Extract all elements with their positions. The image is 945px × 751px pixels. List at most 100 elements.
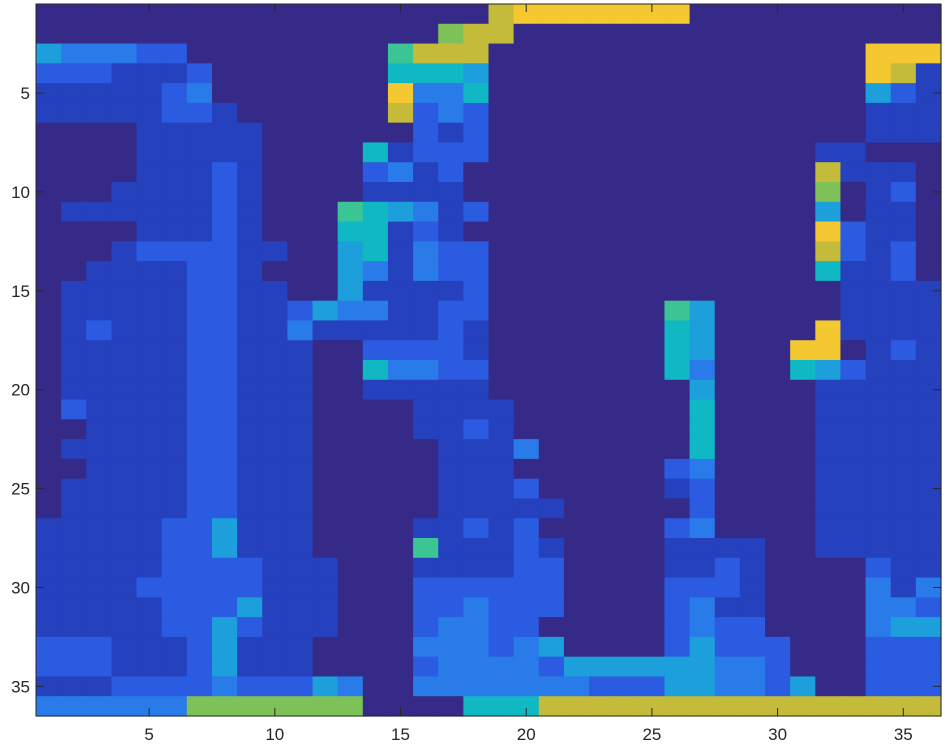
heatmap-cell [438,102,464,124]
heatmap-cell [413,182,439,203]
heatmap-cell [639,656,666,678]
heatmap-cell [739,538,766,559]
heatmap-cell [337,478,364,500]
heatmap-cell [790,577,816,598]
heatmap-cell [262,340,288,361]
heatmap-cell [538,360,565,381]
heatmap-cell [714,399,741,420]
heatmap-cell [614,379,640,401]
heatmap-cell [538,379,565,401]
heatmap-cell [840,439,867,460]
heatmap-cell [438,83,464,104]
heatmap-cell [312,23,339,45]
heatmap-cell [664,261,691,282]
heatmap-cell [689,419,716,440]
heatmap-cell [237,676,263,697]
heatmap-cell [262,23,288,45]
heatmap-cell [86,221,113,242]
heatmap-cell [312,419,339,440]
heatmap-cell [287,656,314,678]
heatmap-cell [438,379,464,401]
heatmap-cell [865,83,892,104]
heatmap-cell [790,23,816,45]
heatmap-cell [463,23,490,45]
heatmap-cell [237,419,263,440]
heatmap-cell [538,102,565,124]
heatmap-cell [86,63,113,84]
heatmap-cell [765,63,791,84]
heatmap-cell [915,23,942,45]
heatmap-cell [689,439,716,460]
heatmap-cell [689,478,716,500]
heatmap-cell [237,201,263,223]
heatmap-cell [136,280,163,302]
heatmap-cell [915,201,942,223]
heatmap-cell [438,478,464,500]
heatmap-cell [815,538,842,559]
heatmap-cell [915,656,942,678]
heatmap-cell [362,241,389,262]
heatmap-cell [262,201,288,223]
heatmap-cell [890,241,917,262]
heatmap-cell [765,83,791,104]
heatmap-cell [689,379,716,401]
heatmap-cell [337,201,364,223]
heatmap-cell [111,182,138,203]
heatmap-cell [714,122,741,144]
heatmap-cell [362,458,389,480]
heatmap-cell [312,261,339,282]
heatmap-cell [865,498,892,519]
heatmap-cell [739,399,766,420]
heatmap-cell [337,102,364,124]
heatmap-cell [438,162,464,183]
heatmap-cell [61,280,87,302]
heatmap-cell [689,142,716,163]
heatmap-cell [186,142,213,163]
heatmap-cell [413,23,439,45]
heatmap-cell [337,122,364,144]
heatmap-cell [790,538,816,559]
heatmap-cell [86,280,113,302]
heatmap-cell [337,63,364,84]
heatmap-cell [463,102,490,124]
heatmap-cell [488,182,515,203]
heatmap-cell [563,241,590,262]
heatmap-cell [890,280,917,302]
heatmap-cell [186,320,213,341]
heatmap-cell [739,261,766,282]
heatmap-cell [287,419,314,440]
heatmap-cell [639,518,666,539]
heatmap-cell [337,597,364,618]
heatmap-cell [237,656,263,678]
heatmap-cell [614,142,640,163]
heatmap-cell [136,83,163,104]
heatmap-cell [790,122,816,144]
heatmap-cell [186,439,213,460]
heatmap-cell [614,577,640,598]
heatmap-cell [513,676,540,697]
heatmap-cell [237,280,263,302]
heatmap-cell [538,557,565,579]
heatmap-cell [262,597,288,618]
heatmap-cell [614,102,640,124]
heatmap-cell [211,241,238,262]
heatmap-cell [765,676,791,697]
heatmap-cell [513,261,540,282]
heatmap-cell [312,458,339,480]
heatmap-cell [161,221,188,242]
heatmap-cell [438,261,464,282]
heatmap-cell [413,399,439,420]
heatmap-cell [312,102,339,124]
heatmap-cell [890,399,917,420]
heatmap-cell [614,458,640,480]
heatmap-cell [438,241,464,262]
heatmap-cell [86,636,113,658]
heatmap-cell [639,241,666,262]
heatmap-cell [689,656,716,678]
heatmap-cell [287,636,314,658]
heatmap-cell [689,320,716,341]
heatmap-cell [186,498,213,519]
heatmap-cell [161,360,188,381]
heatmap-cell [714,300,741,322]
heatmap-cell [589,63,615,84]
